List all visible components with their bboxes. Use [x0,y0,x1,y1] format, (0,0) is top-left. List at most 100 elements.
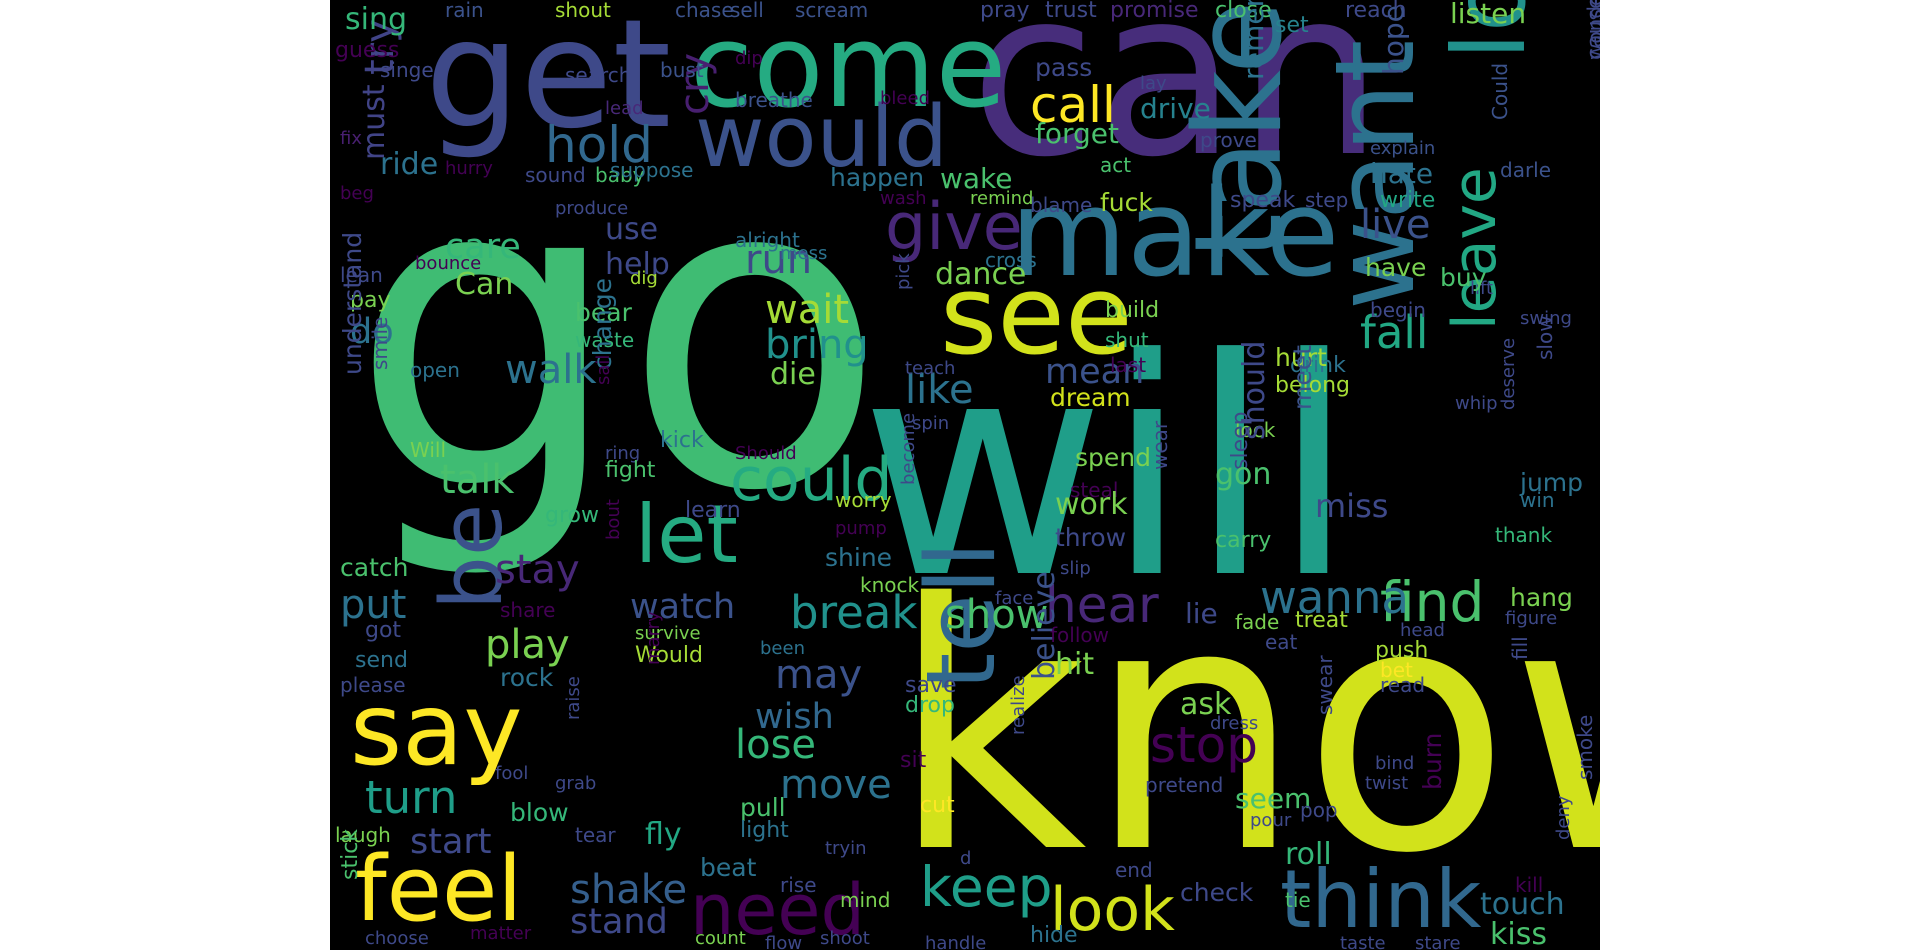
word-54: like [905,367,974,413]
word-83: listen [1450,0,1527,30]
word-231: touch [1480,887,1565,922]
word-15: feel [355,837,523,942]
word-130: begin [1370,298,1426,322]
word-68: ride [380,147,439,182]
word-241: taste [1340,933,1386,950]
word-143: have [1365,253,1427,282]
word-91: fix [340,128,362,149]
word-196: figure [1505,608,1558,629]
word-137: teach [905,358,956,379]
word-171: work [1055,487,1128,522]
word-128: last [1110,353,1147,377]
word-56: run [745,237,813,283]
word-150: jump [1520,468,1584,497]
word-248: shoot [820,928,870,949]
word-239: hide [1030,923,1078,948]
word-190: lie [1185,597,1218,630]
word-236: end [1115,858,1153,882]
word-144: buy [1440,263,1487,292]
word-186: been [760,638,805,659]
word-78: trust [1045,0,1097,23]
word-118: bounce [415,253,482,274]
word-242: stare [1415,933,1461,950]
word-31: live [1360,202,1431,248]
word-226: roll [1285,837,1332,872]
word-152: thank [1495,523,1553,547]
word-132: swing [1520,308,1572,329]
word-77: pray [980,0,1030,23]
word-71: singe [380,58,434,82]
word-90: lead [605,98,644,119]
word-173: carry [1215,528,1272,553]
word-18: think [1280,853,1482,946]
word-47: shake [570,867,688,913]
word-120: dig [630,268,658,289]
word-33: break [790,586,918,639]
word-164: learn [685,498,741,523]
word-79: promise [1110,0,1199,23]
word-61: care [445,227,521,267]
word-183: please [340,673,406,697]
word-135: deserve [1498,337,1519,410]
word-127: shut [1105,328,1149,352]
word-114: step [1305,188,1349,212]
word-201: hit [1055,647,1095,682]
word-155: open [410,358,460,382]
word-103: Could [1488,62,1512,120]
word-112: fuck [1100,188,1153,217]
word-35: put [340,582,407,628]
word-177: face [995,588,1034,609]
word-11: see [940,251,1133,379]
word-131: lift [1470,278,1494,299]
word-4: can [970,0,1384,208]
word-126: build [1105,298,1160,323]
word-73: shout [555,0,611,22]
word-89: lay [1140,73,1167,94]
word-6: come [690,0,1007,134]
word-154: smile [368,316,392,370]
word-34: play [485,622,570,668]
word-69: sing [345,2,408,37]
word-27: hear [1045,576,1159,634]
word-88: bleed [880,88,931,109]
word-99: remember [1237,0,1270,80]
word-50: move [780,762,892,808]
word-67: pass [1035,53,1093,82]
word-235: mind [840,888,891,912]
word-245: matter [470,923,532,944]
word-247: flow [765,933,803,950]
word-163: grow [545,503,599,528]
word-148: gon [1215,457,1272,492]
word-38: walk [505,347,597,393]
word-192: treat [1295,608,1348,633]
word-140: lock [1235,418,1276,442]
word-30: show [945,592,1049,638]
word-19: look [1050,875,1175,945]
word-65: forget [1035,117,1119,150]
word-84: search [565,63,632,87]
word-86: dip [735,48,763,69]
word-2: go [350,85,887,585]
word-59: do [350,312,394,352]
word-93: sound [525,163,586,187]
word-194: head [1400,620,1445,641]
word-193: eat [1265,630,1298,654]
word-169: wear [1148,420,1172,470]
word-243: stick [338,828,363,880]
word-249: d [960,848,972,869]
word-174: slip [1060,558,1091,579]
word-129: drink [1290,353,1346,378]
word-202: save [905,673,957,698]
word-225: pop [1300,798,1338,822]
word-115: write [1380,188,1436,213]
word-217: light [740,818,789,843]
word-209: raise [563,676,584,720]
word-210: fool [495,763,529,784]
word-97: happen [830,163,925,192]
word-240: handle [925,933,987,950]
word-106: darle [1500,158,1552,182]
word-32: wanna [1260,571,1409,624]
word-141: belong [1275,373,1350,398]
word-95: beg [340,183,374,204]
word-197: push [1375,638,1429,663]
